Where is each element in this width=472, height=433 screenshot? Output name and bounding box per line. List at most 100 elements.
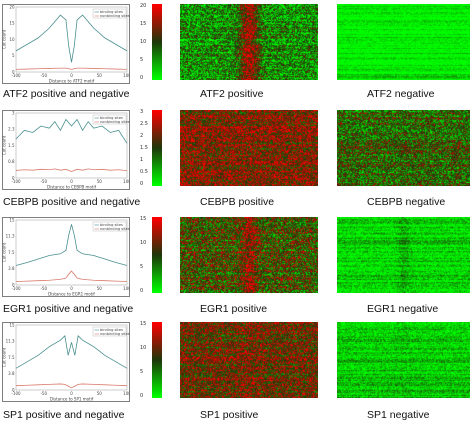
x-tick-label: -50 — [40, 391, 47, 396]
y-tick-label: 0 — [12, 69, 15, 74]
heatmap-negative-caption: ATF2 negative — [367, 88, 435, 100]
heatmap-negative-caption: SP1 negative — [367, 409, 430, 421]
colorbar-tick-label: 10 — [140, 240, 147, 246]
colorbar — [152, 217, 162, 293]
x-axis-label: Distance to SP1 motif — [50, 397, 94, 402]
y-axis-label: Cut count — [2, 347, 7, 367]
x-tick-label: 0 — [70, 286, 73, 291]
colorbar-tick-label: 10 — [140, 39, 147, 45]
y-tick-label: 3 — [12, 110, 15, 115]
heatmap-positive-caption: EGR1 positive — [200, 303, 268, 315]
heatmap-negative-sp1 — [337, 322, 470, 398]
x-tick-label: -100 — [11, 73, 21, 78]
y-tick-label: 7.5 — [8, 250, 15, 255]
y-tick-label: 15 — [9, 21, 15, 26]
line-chart-sp1: -100 -50 0 50 100 0 3.8 7.5 11.3 15 Distance to SP… — [2, 322, 130, 402]
x-tick-label: 50 — [97, 73, 103, 78]
legend-label: nonbinding sites — [100, 14, 130, 18]
colorbar-tick-label: 2.5 — [140, 121, 148, 127]
heatmap-negative-atf2 — [337, 4, 470, 80]
colorbar — [152, 110, 162, 186]
y-tick-label: 11.3 — [6, 339, 15, 344]
series-line-binding — [15, 118, 128, 144]
x-tick-label: -50 — [40, 286, 47, 291]
plot-area — [15, 219, 128, 286]
legend-label: binding sites — [100, 223, 123, 227]
y-tick-label: 0.8 — [8, 159, 15, 164]
series-line-nonbinding — [15, 383, 128, 389]
heatmap-positive-cebpb — [180, 110, 318, 186]
x-tick-label: -100 — [11, 286, 21, 291]
heatmap-positive-egr1 — [180, 217, 318, 293]
x-axis-label: Distance to ATF2 motif — [49, 79, 95, 84]
x-tick-label: -50 — [40, 73, 47, 78]
y-tick-label: 0 — [12, 175, 15, 180]
series-line-nonbinding — [15, 270, 128, 282]
x-tick-label: 0 — [70, 179, 73, 184]
heatmap-negative-caption: CEBPB negative — [367, 196, 446, 208]
legend-label: binding sites — [100, 10, 123, 14]
colorbar-tick-label: 3 — [140, 109, 144, 115]
x-tick-label: 0 — [70, 391, 73, 396]
y-tick-label: 0 — [12, 387, 15, 392]
x-tick-label: 0 — [70, 73, 73, 78]
colorbar-tick-label: 5 — [140, 369, 144, 375]
line-chart-atf2: -100 -50 0 50 100 0 5 10 15 20 Distance to ATF2 mo… — [2, 4, 130, 84]
x-tick-label: 100 — [123, 73, 130, 78]
colorbar-tick-label: 15 — [140, 216, 147, 222]
legend-label: nonbinding sites — [100, 227, 130, 231]
colorbar-tick-label: 15 — [140, 21, 147, 27]
y-tick-label: 20 — [9, 4, 15, 9]
x-tick-label: 100 — [123, 391, 130, 396]
colorbar-tick-label: 0 — [140, 75, 144, 81]
colorbar-tick-label: 1.5 — [140, 145, 148, 151]
y-tick-label: 11.3 — [6, 234, 15, 239]
y-tick-label: 3.8 — [8, 371, 15, 376]
colorbar-tick-label: 15 — [140, 321, 147, 327]
line-chart-caption: CEBPB positive and negative — [3, 196, 141, 208]
legend-box — [92, 114, 127, 125]
series-line-binding — [15, 14, 128, 63]
x-axis-label: Distance to EGR1 motif — [48, 292, 95, 297]
x-tick-label: 100 — [123, 179, 130, 184]
colorbar-tick-label: 0.5 — [140, 169, 148, 175]
line-chart-svg: -100 -50 0 50 100 0 5 10 15 20 Distance to ATF2 mo… — [2, 4, 130, 84]
series-line-binding — [15, 335, 128, 369]
heatmap-positive-caption: ATF2 positive — [200, 88, 264, 100]
y-tick-label: 10 — [9, 37, 15, 42]
y-tick-label: 3.8 — [8, 266, 15, 271]
plot-area — [15, 324, 128, 391]
y-tick-label: 1.5 — [8, 143, 15, 148]
x-tick-label: 50 — [97, 391, 103, 396]
plot-area — [15, 6, 128, 73]
legend-label: binding sites — [100, 328, 123, 332]
heatmap-positive-atf2 — [180, 4, 318, 80]
line-chart-svg: -100 -50 0 50 100 0 3.8 7.5 11.3 15 Distance to EG… — [2, 217, 130, 297]
colorbar-tick-label: 5 — [140, 264, 144, 270]
line-chart-caption: SP1 positive and negative — [3, 409, 125, 421]
line-chart-svg: -100 -50 0 50 100 0 3.8 7.5 11.3 15 Distance to SP… — [2, 322, 130, 402]
colorbar-tick-label: 5 — [140, 57, 144, 63]
series-line-nonbinding — [15, 67, 128, 70]
line-chart-caption: ATF2 positive and negative — [3, 88, 130, 100]
x-tick-label: 100 — [123, 286, 130, 291]
legend-box — [92, 8, 127, 19]
line-chart-egr1: -100 -50 0 50 100 0 3.8 7.5 11.3 15 Distance to EG… — [2, 217, 130, 297]
colorbar-tick-label: 20 — [140, 3, 147, 9]
y-tick-label: 15 — [9, 217, 15, 222]
x-tick-label: -50 — [40, 179, 47, 184]
line-chart-cebpb: -100 -50 0 50 100 0 0.8 1.5 2.3 3 Distance to CEBP… — [2, 110, 130, 190]
y-tick-label: 15 — [9, 322, 15, 327]
x-tick-label: 50 — [97, 286, 103, 291]
legend-label: nonbinding sites — [100, 120, 130, 124]
x-tick-label: -100 — [11, 179, 21, 184]
colorbar-tick-label: 0 — [140, 181, 144, 187]
y-axis-label: Cut count — [2, 135, 7, 155]
colorbar-tick-label: 2 — [140, 133, 144, 139]
series-line-nonbinding — [15, 168, 128, 172]
legend-box — [92, 221, 127, 232]
y-tick-label: 2.3 — [8, 127, 15, 132]
heatmap-positive-sp1 — [180, 322, 318, 398]
x-tick-label: -100 — [11, 391, 21, 396]
x-axis-label: Distance to CEBPB motif — [47, 185, 97, 190]
